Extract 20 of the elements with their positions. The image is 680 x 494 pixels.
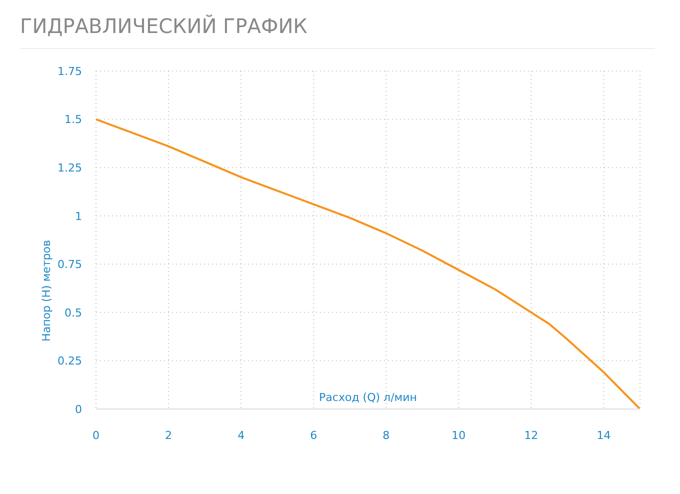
x-tick-label: 4 [238, 428, 245, 442]
y-tick-label: 0 [75, 402, 82, 416]
x-tick-label: 2 [165, 428, 172, 442]
y-tick-label: 1.25 [58, 161, 82, 174]
x-axis-title: Расход (Q) л/мин [319, 391, 417, 404]
y-tick-label: 0.25 [58, 354, 82, 368]
x-tick-label: 12 [524, 428, 538, 442]
y-tick-label: 1.5 [64, 113, 82, 126]
x-tick-label: 14 [596, 428, 611, 442]
y-tick-label: 0.75 [58, 258, 82, 272]
y-tick-label: 0.5 [64, 306, 82, 320]
line-series [96, 118, 640, 409]
x-tick-label: 8 [382, 428, 390, 442]
x-tick-label: 6 [310, 428, 318, 442]
chart-title: ГИДРАВЛИЧЕСКИЙ ГРАФИК [20, 8, 655, 49]
y-tick-label: 1.75 [58, 64, 82, 78]
x-tick-label: 0 [92, 428, 100, 442]
y-tick-label: 1 [75, 210, 82, 223]
y-axis-title: Напор (H) метров [40, 240, 53, 342]
x-tick-label: 10 [452, 428, 466, 442]
